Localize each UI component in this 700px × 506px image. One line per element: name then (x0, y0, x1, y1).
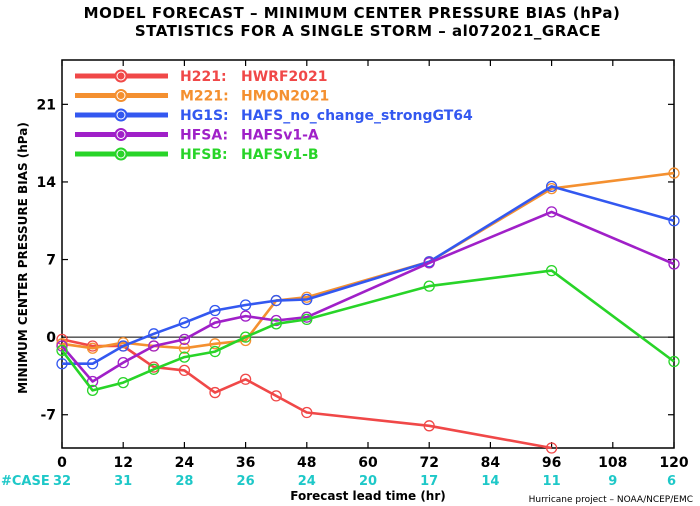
series-line-m221 (61, 171, 675, 350)
legend-code-m221: M221: (180, 89, 229, 105)
legend-code-hfsa: HFSA: (180, 128, 228, 144)
data-point-hg1s (270, 294, 282, 307)
case-count: 24 (298, 474, 316, 489)
credit-text: Hurricane project – NOAA/NCEP/EMC (529, 495, 693, 505)
case-count: 14 (481, 474, 499, 489)
x-axis-label: Forecast lead time (hr) (290, 489, 446, 503)
data-point-hfsb (668, 355, 680, 368)
x-tick-label: 84 (481, 455, 501, 471)
data-point-h221 (423, 420, 435, 432)
data-point-hfsb (545, 264, 558, 277)
series-line-hfsa (61, 210, 675, 383)
legend-name-h221: HWRF2021 (241, 69, 327, 85)
case-label: #CASE (1, 474, 50, 489)
data-point-hfsb (423, 280, 435, 292)
data-point-m221 (86, 342, 99, 354)
data-point-h221 (301, 406, 313, 419)
data-point-hfsb (239, 331, 252, 343)
x-tick-label: 72 (419, 455, 438, 471)
data-point-hfsa (209, 317, 221, 329)
data-point-hfsa (668, 258, 680, 270)
legend-name-hfsa: HAFSv1-A (241, 128, 319, 144)
case-count: 26 (237, 474, 255, 489)
data-point-hg1s (301, 293, 313, 306)
data-point-hfsa (86, 375, 99, 388)
data-point-hfsa (148, 340, 160, 352)
data-point-hg1s (56, 358, 68, 370)
x-tick-label: 108 (598, 455, 627, 471)
data-point-hfsa (545, 206, 558, 218)
data-point-m221 (209, 338, 221, 350)
data-point-hfsa (178, 333, 191, 346)
data-point-m221 (178, 342, 191, 354)
data-point-hfsb (178, 351, 191, 363)
data-point-hg1s (668, 215, 680, 227)
legend-code-h221: H221: (180, 69, 227, 85)
data-point-hg1s (117, 340, 129, 352)
x-tick-label: 48 (297, 455, 316, 471)
legend-marker-ring (116, 91, 126, 100)
y-tick-label: 0 (46, 330, 56, 346)
data-point-hg1s (545, 180, 558, 193)
y-tick-label: -7 (40, 408, 56, 424)
chart-title: MODEL FORECAST – MINIMUM CENTER PRESSURE… (84, 4, 621, 22)
case-count: 6 (667, 474, 676, 489)
series-line-h221 (61, 338, 552, 450)
y-tick-label: 7 (46, 253, 56, 269)
data-point-h221 (239, 373, 252, 385)
data-point-hg1s (86, 358, 99, 370)
data-point-hfsa (117, 356, 129, 369)
data-point-hfsb (86, 384, 99, 397)
legend-marker-ring (116, 149, 126, 159)
legend-code-hfsb: HFSB: (180, 147, 228, 163)
case-count: 17 (420, 474, 438, 489)
legend-name-hg1s: HAFS_no_change_strongGT64 (241, 108, 473, 124)
data-point-hg1s (178, 317, 191, 329)
legend-marker-ring (116, 130, 126, 139)
data-point-h221 (209, 386, 221, 399)
x-tick-label: 0 (57, 455, 67, 471)
case-count: 28 (175, 474, 193, 489)
legend-code-hg1s: HG1S: (180, 108, 229, 124)
chart-subtitle: STATISTICS FOR A SINGLE STORM – al072021… (135, 22, 601, 40)
legend-name-hfsb: HAFSv1-B (241, 147, 319, 163)
case-count: 20 (359, 474, 377, 489)
y-axis-label: MINIMUM CENTER PRESSURE BIAS (hPa) (16, 122, 30, 394)
case-count: 32 (53, 474, 71, 489)
x-tick-label: 120 (659, 455, 688, 471)
data-point-hfsb (56, 344, 68, 357)
data-point-hg1s (148, 328, 160, 340)
x-tick-label: 24 (175, 455, 195, 471)
data-point-hg1s (239, 299, 252, 311)
data-point-hfsb (117, 376, 129, 389)
legend-name-m221: HMON2021 (241, 89, 329, 105)
case-count: 9 (608, 474, 617, 489)
legend-marker-ring (116, 110, 126, 120)
data-point-hfsb (148, 363, 160, 375)
data-point-h221 (178, 364, 191, 377)
y-tick-label: 14 (37, 175, 57, 191)
case-count: 31 (114, 474, 132, 489)
data-point-hfsa (423, 257, 435, 269)
case-count: 11 (543, 474, 561, 489)
data-point-hfsb (209, 345, 221, 358)
data-point-h221 (270, 390, 282, 402)
x-tick-label: 12 (113, 455, 132, 471)
series-line-hg1s (62, 185, 675, 366)
data-point-hfsb (270, 318, 282, 330)
data-point-hg1s (209, 304, 221, 317)
data-point-hfsa (270, 314, 282, 327)
data-point-h221 (545, 442, 558, 454)
data-point-m221 (668, 167, 680, 179)
x-tick-label: 60 (358, 455, 378, 471)
data-point-hfsb (301, 313, 313, 326)
x-tick-label: 96 (542, 455, 561, 471)
data-point-hfsa (239, 310, 252, 322)
y-tick-label: 21 (37, 97, 56, 113)
x-tick-label: 36 (236, 455, 255, 471)
legend-marker-ring (116, 71, 126, 81)
